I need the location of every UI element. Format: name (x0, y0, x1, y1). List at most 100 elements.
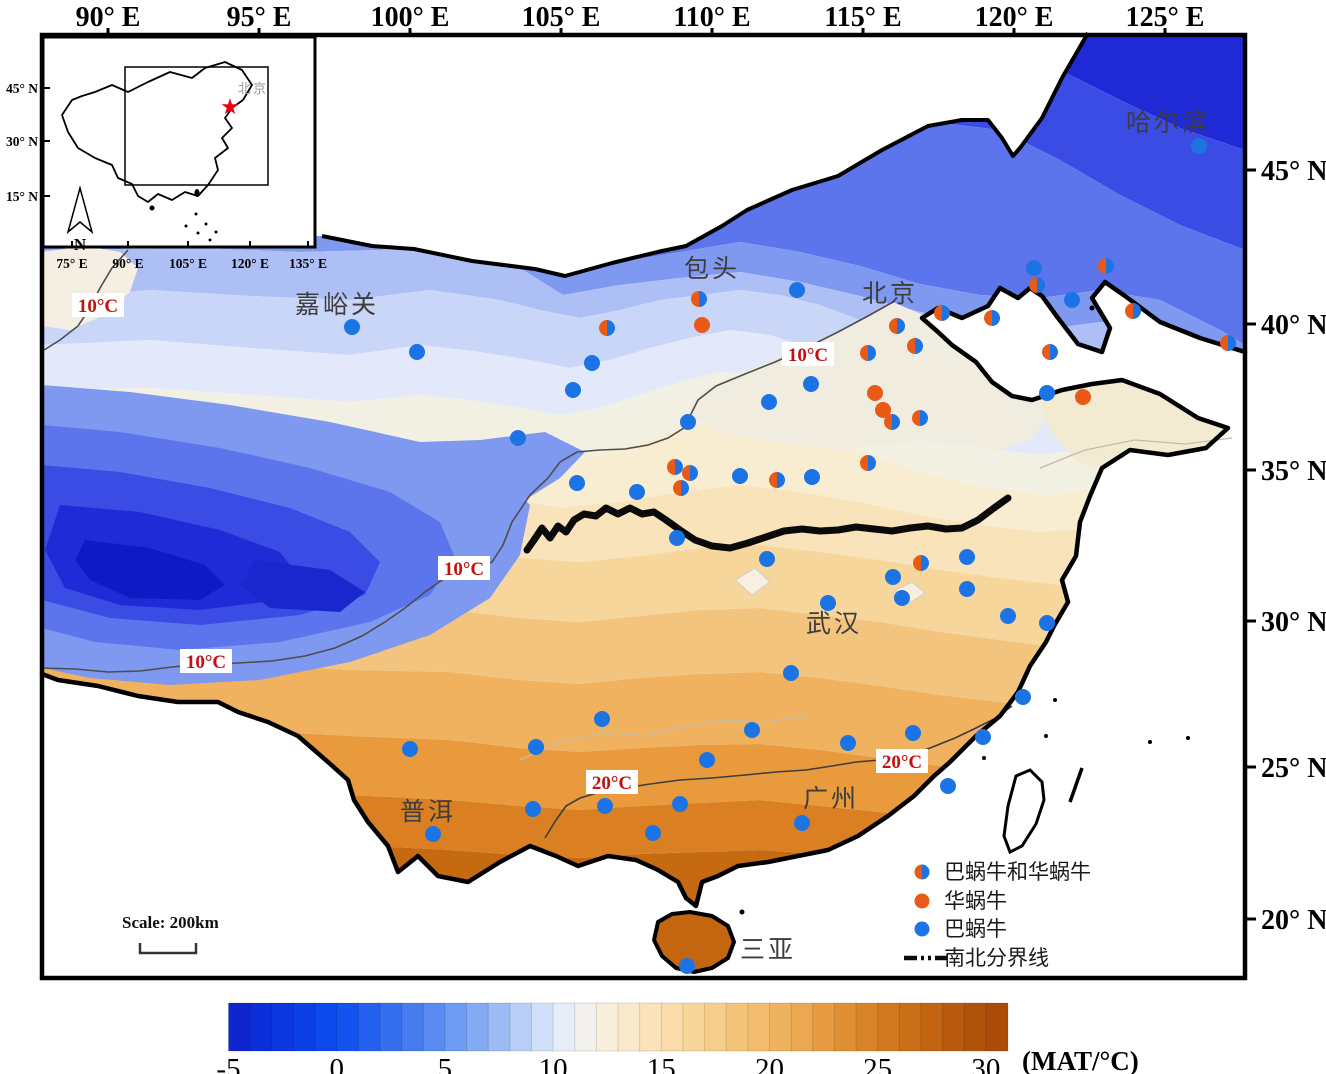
colorbar-cell (271, 1002, 295, 1052)
sample-point-ba (569, 475, 585, 491)
sample-point-both (907, 338, 923, 354)
north-south-divider-line (523, 494, 1012, 554)
sample-point-ba (1064, 292, 1080, 308)
colorbar-cell (920, 1002, 944, 1052)
point-half-orange (667, 459, 675, 475)
legend-item-label: 南北分界线 (944, 946, 1049, 970)
point-half-orange (907, 338, 915, 354)
sample-point-ba (1039, 385, 1055, 401)
sample-point-ba (409, 344, 425, 360)
inset-x-tick-label: 135° E (289, 256, 327, 271)
sample-point-ba (594, 711, 610, 727)
point-half-orange (913, 555, 921, 571)
sample-point-ba (672, 796, 688, 812)
china-north-border (321, 31, 1090, 278)
sample-point-both (1042, 344, 1058, 360)
point-half-orange (691, 291, 699, 307)
sample-point-ba (344, 319, 360, 335)
point-half-orange (1042, 344, 1050, 360)
top-axis-tick-label: 105° E (522, 2, 601, 33)
sample-point-both (769, 472, 785, 488)
sea-white-region (42, 282, 1245, 976)
top-axis-tick-label: 125° E (1126, 2, 1205, 33)
colorbar-cell (790, 1002, 814, 1052)
scale-bar: Scale: 200km (122, 913, 219, 955)
scale-bar-bracket (138, 943, 198, 955)
point-half-orange (984, 310, 992, 326)
point-half-orange (934, 305, 942, 321)
sample-point-ba (804, 469, 820, 485)
sample-point-ba (1000, 608, 1016, 624)
colorbar-cell (812, 1002, 836, 1052)
right-axis-tick-label: 35° N (1261, 456, 1326, 487)
sample-point-both (1029, 277, 1045, 293)
colorbar-cell (639, 1002, 663, 1052)
point-half-orange (599, 320, 607, 336)
colorbar-cell (768, 1002, 793, 1052)
colorbar-cell (725, 1002, 749, 1052)
legend-item-label: 华蜗牛 (944, 889, 1007, 913)
legend-swatch-both (914, 864, 930, 880)
city-label: 普洱 (400, 798, 456, 826)
colorbar-unit-label: (MAT/°C) (1022, 1046, 1139, 1074)
point-half-orange (682, 465, 690, 481)
colorbar-cell (682, 1002, 706, 1052)
sample-point-ba (679, 958, 695, 974)
sample-point-ba (629, 484, 645, 500)
colorbar-cell (228, 1002, 252, 1052)
sample-point-both (860, 455, 876, 471)
point-half-orange (884, 414, 892, 430)
right-axis-tick-label: 45° N (1261, 156, 1326, 187)
right-axis-tick-label: 20° N (1261, 905, 1326, 936)
colorbar-cell (314, 1002, 338, 1052)
sample-point-both (884, 414, 900, 430)
inset-y-tick-label: 30° N (6, 134, 38, 149)
colorbar-cell (357, 1002, 381, 1052)
sample-point-both (1125, 303, 1141, 319)
inset-beijing-label: 北京 (238, 81, 268, 96)
taiwan-island (1002, 768, 1046, 855)
city-label: 嘉峪关 (295, 291, 379, 319)
colorbar-tick-label: 20 (755, 1053, 784, 1074)
colorbar-cell (877, 1002, 901, 1052)
tibet-cold-region (42, 385, 585, 685)
colorbar-cell (898, 1002, 922, 1052)
sample-point-ba (425, 826, 441, 842)
point-half-orange (1220, 335, 1228, 351)
point-half-blue (1133, 303, 1141, 319)
sample-point-both (667, 459, 683, 475)
sample-point-ba (744, 722, 760, 738)
sample-point-ba (584, 355, 600, 371)
sample-point-hua (867, 385, 883, 401)
sample-point-both (913, 555, 929, 571)
sample-point-ba (528, 739, 544, 755)
city-label: 武汉 (806, 610, 862, 638)
top-axis-tick-label: 90° E (76, 2, 141, 33)
sample-point-both (984, 310, 1000, 326)
north-arrow-label: N (74, 235, 87, 254)
contour-label: 10°C (788, 345, 828, 366)
colorbar-tick-label: 30 (971, 1053, 1000, 1074)
sample-point-ba (1191, 138, 1207, 154)
coastal-islets (739, 305, 1190, 915)
point-half-orange (1029, 277, 1037, 293)
point-half-blue (607, 320, 615, 336)
sample-point-ba (789, 282, 805, 298)
sample-point-ba (699, 752, 715, 768)
colorbar-cell (595, 1002, 619, 1052)
colorbar-cell (509, 1002, 533, 1052)
inset-study-area-rect (124, 66, 269, 186)
point-half-orange (889, 318, 897, 334)
sample-point-ba (761, 394, 777, 410)
sample-point-ba (645, 825, 661, 841)
inset-x-tick-label: 120° E (231, 256, 269, 271)
faint-contours (519, 437, 1233, 761)
colorbar-tick-label: 0 (329, 1053, 344, 1074)
colorbar-tick-label: 10 (539, 1053, 568, 1074)
colorbar-cell (444, 1002, 468, 1052)
point-half-blue (892, 414, 900, 430)
point-half-orange (860, 345, 868, 361)
sample-point-ba (1039, 615, 1055, 631)
